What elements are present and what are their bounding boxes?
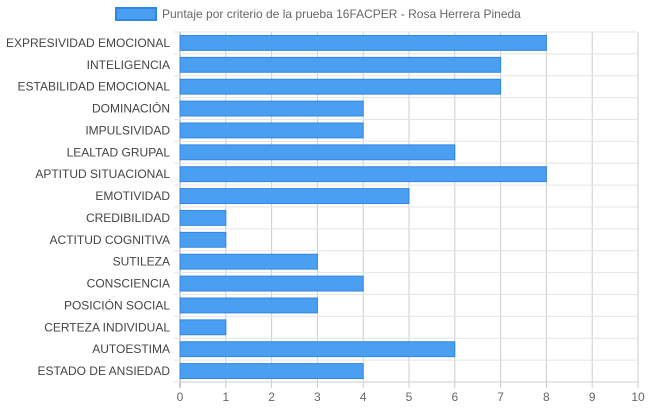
x-tick-label: 2	[268, 390, 275, 404]
category-label: ESTABILIDAD EMOCIONAL	[18, 80, 171, 94]
bar[interactable]	[179, 297, 318, 314]
category-label: AUTOESTIMA	[92, 342, 170, 356]
legend-label: Puntaje por criterio de la prueba 16FACP…	[162, 7, 521, 21]
bar[interactable]	[179, 275, 364, 292]
x-tick-label: 9	[589, 390, 596, 404]
bar[interactable]	[179, 188, 410, 204]
x-tick-label: 3	[314, 390, 321, 404]
x-tick-label: 0	[177, 390, 184, 404]
category-label: ESTADO DE ANSIEDAD	[38, 364, 171, 378]
category-label: POSICIÓN SOCIAL	[64, 297, 170, 312]
legend-swatch	[115, 7, 157, 21]
bar[interactable]	[179, 341, 456, 358]
bar[interactable]	[179, 210, 227, 226]
bar[interactable]	[179, 78, 502, 95]
x-tick-label: 7	[497, 390, 504, 404]
category-label: INTELIGENCIA	[87, 58, 170, 72]
bar[interactable]	[179, 100, 364, 117]
category-label: LEALTAD GRUPAL	[67, 145, 171, 159]
category-labels: EXPRESIVIDAD EMOCIONAL INTELIGENCIA ESTABI…	[6, 36, 170, 378]
bar[interactable]	[179, 122, 364, 139]
x-tick-label: 5	[406, 390, 413, 404]
category-label: APTITUD SITUACIONAL	[35, 167, 170, 181]
category-label: SUTILEZA	[113, 255, 170, 269]
x-tick-label: 4	[360, 390, 367, 404]
bar[interactable]	[179, 319, 227, 336]
bar[interactable]	[179, 231, 227, 248]
bar[interactable]	[179, 363, 364, 379]
category-label: CREDIBILIDAD	[86, 211, 170, 225]
bar[interactable]	[179, 144, 456, 161]
bar[interactable]	[179, 166, 547, 183]
bar[interactable]	[179, 35, 547, 51]
x-tick-label: 10	[631, 390, 645, 404]
x-axis-tick-labels: 0 1 2 3 4 5 6 7 8 9 10	[177, 390, 645, 404]
bar[interactable]	[179, 253, 318, 270]
category-label: CONSCIENCIA	[87, 277, 170, 291]
category-label: IMPULSIVIDAD	[85, 123, 170, 137]
x-tick-label: 6	[451, 390, 458, 404]
category-label: DOMINACIÓN	[92, 101, 170, 116]
category-label: EMOTIVIDAD	[95, 189, 170, 203]
x-tick-label: 8	[543, 390, 550, 404]
legend[interactable]: Puntaje por criterio de la prueba 16FACP…	[115, 7, 521, 21]
category-label: ACTITUD COGNITIVA	[50, 233, 170, 247]
category-label: CERTEZA INDIVIDUAL	[44, 320, 170, 334]
x-tick-label: 1	[222, 390, 229, 404]
bars	[179, 35, 547, 379]
category-label: EXPRESIVIDAD EMOCIONAL	[6, 36, 170, 50]
bar[interactable]	[179, 56, 502, 73]
